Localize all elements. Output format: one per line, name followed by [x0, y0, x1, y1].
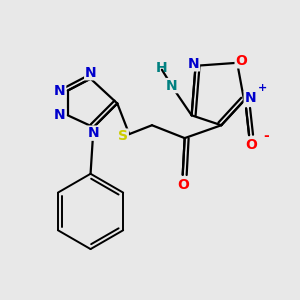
Text: N: N: [85, 66, 96, 80]
Text: N: N: [166, 79, 178, 93]
Text: O: O: [177, 178, 189, 192]
Text: N: N: [54, 108, 66, 122]
Text: N: N: [244, 92, 256, 106]
Text: N: N: [188, 57, 200, 71]
Text: O: O: [245, 138, 257, 152]
Text: O: O: [235, 54, 247, 68]
Text: S: S: [118, 129, 128, 143]
Text: +: +: [258, 82, 267, 93]
Text: H: H: [156, 61, 168, 75]
Text: -: -: [263, 129, 269, 143]
Text: N: N: [54, 84, 66, 98]
Text: N: N: [88, 126, 99, 140]
